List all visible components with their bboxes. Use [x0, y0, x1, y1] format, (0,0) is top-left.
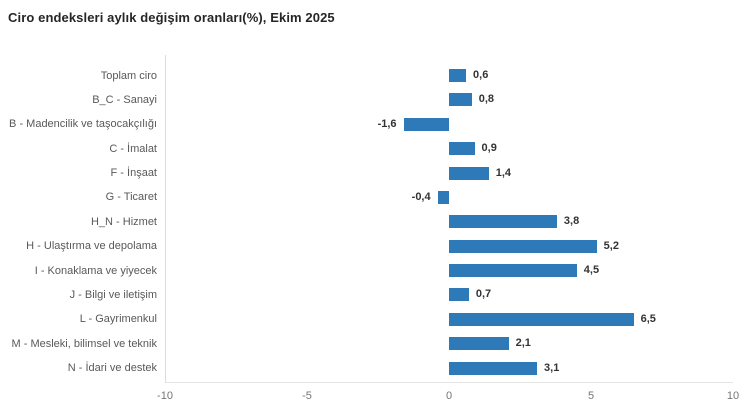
category-label: F - İnşaat [110, 167, 157, 179]
category-label: M - Mesleki, bilimsel ve teknik [11, 337, 157, 350]
category-label: L - Gayrimenkul [79, 313, 157, 326]
bar-value-label: 4,5 [583, 264, 600, 276]
bar [403, 117, 449, 131]
category-label: J - Bilgi ve iletişim [69, 288, 157, 301]
bar-value-label: 2,1 [515, 337, 531, 350]
bar [449, 288, 469, 302]
plot-area [165, 55, 733, 383]
bar [449, 166, 489, 180]
bar-value-label: 0,8 [478, 93, 495, 106]
bar-value-label: 3,8 [563, 215, 580, 228]
category-label: Toplam ciro [100, 69, 157, 82]
bar [437, 190, 449, 204]
bar-value-label: -0,4 [411, 190, 431, 203]
bar [449, 312, 634, 326]
category-label: H - Ulaştırma ve depolama [26, 240, 157, 253]
bar [449, 142, 475, 156]
category-label: I - Konaklama ve yiyecek [34, 264, 157, 277]
bar [449, 361, 538, 375]
bar-value-label: 0,6 [473, 69, 489, 81]
bar-value-label: 0,9 [481, 142, 497, 155]
category-label: B - Madencilik ve taşocakçılığı [9, 118, 157, 131]
bar-value-label: 1,4 [495, 166, 512, 179]
bar-value-label: 6,5 [640, 312, 656, 325]
category-label: G - Ticaret [105, 191, 157, 204]
category-label: N - İdari ve destek [67, 362, 157, 374]
x-tick-label: -10 [157, 390, 173, 402]
bar [449, 69, 467, 82]
bar [449, 93, 472, 107]
bar [449, 337, 509, 351]
x-tick-label: -5 [302, 390, 312, 402]
bar-value-label: 3,1 [544, 361, 560, 374]
x-tick-label: 0 [445, 390, 453, 402]
category-label: C - İmalat [109, 142, 157, 155]
category-label: B_C - Sanayi [92, 93, 157, 106]
x-tick-label: 5 [587, 390, 595, 402]
x-tick-label: 10 [726, 390, 740, 402]
bar-value-label: 5,2 [603, 239, 619, 252]
bar [449, 264, 577, 277]
category-label: H_N - Hizmet [90, 215, 157, 228]
bar-value-label: -1,6 [377, 117, 397, 130]
bar [449, 239, 597, 253]
bar-value-label: 0,7 [475, 288, 492, 301]
bar [449, 215, 557, 229]
chart-title: Ciro endeksleri aylık değişim oranları(%… [8, 10, 335, 25]
